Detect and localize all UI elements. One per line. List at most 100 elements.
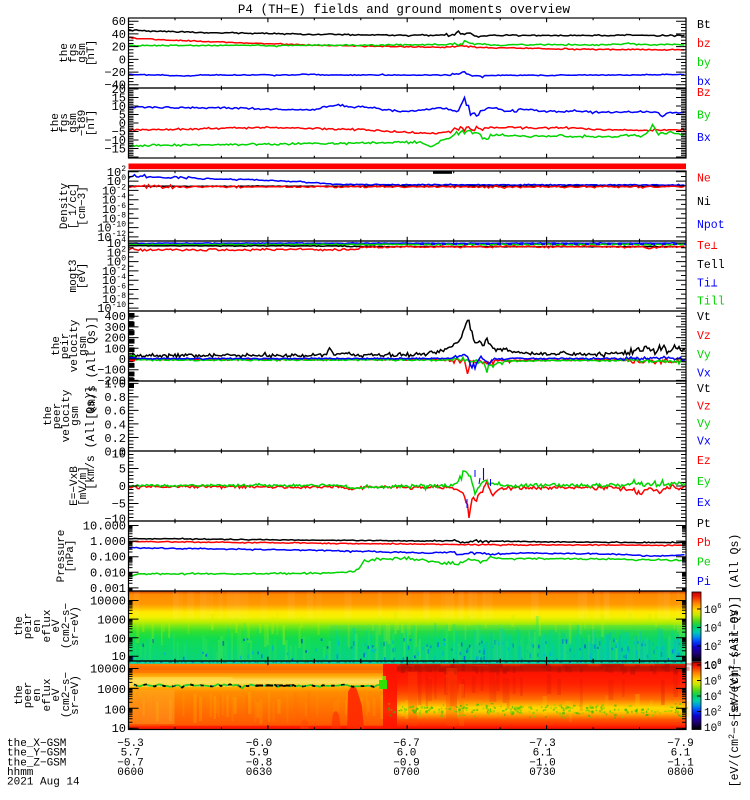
svg-text:−6.7: −6.7	[393, 738, 419, 750]
svg-text:(cm2−s−: (cm2−s−	[61, 603, 73, 649]
svg-text:0: 0	[119, 117, 126, 131]
svg-text:102: 102	[704, 706, 721, 720]
svg-text:0700: 0700	[393, 767, 419, 779]
svg-text:−7.9: −7.9	[667, 738, 693, 750]
svg-text:fgs: fgs	[59, 113, 71, 133]
svg-text:−0.7: −0.7	[117, 757, 143, 769]
svg-text:0: 0	[119, 353, 126, 367]
svg-text:100: 100	[104, 704, 126, 718]
svg-text:−200: −200	[97, 374, 126, 388]
svg-text:Till: Till	[697, 296, 725, 309]
svg-text:Vt: Vt	[697, 383, 711, 396]
svg-text:[ 1/cc]: [ 1/cc]	[68, 183, 80, 229]
svg-text:sr−eV): sr−eV)	[70, 675, 82, 715]
svg-text:eV: eV	[51, 619, 63, 633]
svg-text:hhmm: hhmm	[7, 767, 34, 779]
svg-text:Npot: Npot	[697, 219, 725, 232]
svg-text:300: 300	[104, 321, 126, 335]
svg-text:gsm: gsm	[70, 406, 82, 426]
svg-text:Tell: Tell	[697, 259, 725, 272]
svg-text:mogt3: mogt3	[68, 259, 80, 292]
svg-text:−10: −10	[104, 134, 126, 148]
svg-text:−15: −15	[104, 143, 126, 157]
svg-text:100: 100	[704, 659, 721, 673]
svg-text:Vt: Vt	[697, 311, 711, 324]
svg-text:gsm: gsm	[77, 43, 89, 63]
svg-text:400: 400	[104, 310, 126, 324]
svg-text:1000: 1000	[97, 683, 126, 697]
svg-text:Vy: Vy	[697, 418, 711, 431]
svg-text:eflux: eflux	[42, 609, 54, 642]
svg-text:[nT]: [nT]	[86, 40, 98, 66]
svg-text:Ez: Ez	[697, 455, 711, 468]
svg-text:Vx: Vx	[697, 368, 711, 381]
svg-text:Pe: Pe	[697, 557, 711, 570]
svg-text:peer: peer	[23, 682, 35, 708]
svg-text:10.000: 10.000	[83, 520, 126, 534]
svg-text:104: 104	[704, 622, 721, 636]
svg-text:1.000: 1.000	[90, 535, 126, 549]
svg-text:106: 106	[704, 603, 721, 617]
svg-text:−7.3: −7.3	[529, 738, 555, 750]
svg-text:40: 40	[112, 28, 126, 42]
svg-text:peir: peir	[60, 333, 72, 359]
svg-text:−10: −10	[104, 513, 126, 527]
svg-text:bx: bx	[697, 76, 711, 89]
svg-text:6.1: 6.1	[671, 748, 691, 760]
svg-text:200: 200	[104, 332, 126, 346]
svg-text:10: 10	[112, 722, 126, 736]
svg-text:15: 15	[112, 92, 126, 106]
svg-text:0800: 0800	[667, 767, 693, 779]
svg-text:−1.0: −1.0	[529, 757, 555, 769]
svg-text:20: 20	[112, 41, 126, 55]
svg-text:Bx: Bx	[697, 132, 711, 145]
svg-text:1000: 1000	[97, 614, 126, 628]
svg-text:5: 5	[119, 463, 126, 477]
svg-text:[eV/(cm2−s−sr−eV)] (All Qs): [eV/(cm2−s−sr−eV)] (All Qs)	[727, 534, 742, 719]
svg-text:100: 100	[104, 633, 126, 647]
svg-text:the: the	[51, 336, 63, 356]
svg-text:[nT]: [nT]	[86, 110, 98, 136]
svg-text:5.7: 5.7	[121, 748, 141, 760]
svg-text:bz: bz	[697, 38, 711, 51]
svg-text:[eV/(cm2−s−sr−eV)] (All Qs): [eV/(cm2−s−sr−eV)] (All Qs)	[727, 603, 742, 788]
svg-text:10000: 10000	[90, 595, 126, 609]
svg-text:−5: −5	[112, 126, 126, 140]
svg-text:the: the	[50, 113, 62, 133]
svg-text:1.0: 1.0	[104, 378, 126, 392]
svg-text:106: 106	[704, 675, 721, 689]
svg-text:20: 20	[112, 83, 126, 97]
svg-text:0: 0	[119, 53, 126, 67]
svg-text:10000: 10000	[90, 663, 126, 677]
svg-text:0.4: 0.4	[104, 418, 126, 432]
svg-text:Vz: Vz	[697, 401, 711, 414]
svg-text:108: 108	[704, 659, 721, 673]
svg-text:0.001: 0.001	[90, 582, 126, 596]
svg-text:eV: eV	[51, 688, 63, 702]
svg-text:Ti⊥: Ti⊥	[697, 278, 718, 291]
svg-text:−20: −20	[104, 66, 126, 80]
svg-text:[nPa]: [nPa]	[65, 539, 77, 572]
svg-text:10: 10	[112, 100, 126, 114]
svg-text:[km/s (All Qs)]: [km/s (All Qs)]	[86, 316, 99, 420]
svg-text:−100: −100	[97, 364, 126, 378]
svg-text:Ey: Ey	[697, 476, 711, 489]
svg-text:[eV]: [eV]	[77, 263, 89, 289]
svg-text:peer: peer	[52, 403, 64, 429]
svg-text:5: 5	[119, 109, 126, 123]
svg-text:60: 60	[112, 15, 126, 29]
svg-text:−40: −40	[104, 79, 126, 93]
svg-text:0.010: 0.010	[90, 566, 126, 580]
svg-text:Pt: Pt	[697, 518, 711, 531]
svg-text:10: 10	[112, 448, 126, 462]
svg-text:the_Y−GSM: the_Y−GSM	[7, 748, 66, 760]
svg-text:peir: peir	[23, 613, 35, 639]
svg-text:0.0: 0.0	[104, 446, 126, 460]
svg-text:[mV/m]: [mV/m]	[78, 466, 90, 506]
svg-text:−t89: −t89	[77, 110, 89, 136]
svg-text:en: en	[32, 688, 44, 701]
svg-text:en: en	[32, 619, 44, 632]
svg-text:gsm: gsm	[78, 336, 90, 356]
svg-text:the: the	[59, 43, 71, 63]
svg-text:By: By	[697, 110, 711, 123]
